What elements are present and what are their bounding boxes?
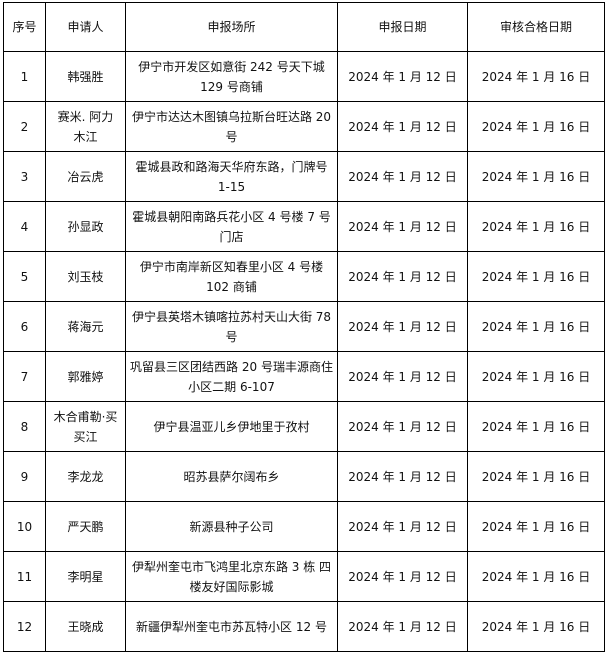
cell-no: 7	[3, 351, 46, 402]
cell-apply-date: 2024 年 1 月 12 日	[337, 151, 468, 202]
cell-applicant: 刘玉枝	[45, 251, 126, 302]
cell-approve-date: 2024 年 1 月 16 日	[467, 601, 605, 652]
cell-no: 4	[3, 201, 46, 252]
cell-applicant: 木合甫勒·买买江	[45, 401, 126, 452]
cell-no: 5	[3, 251, 46, 302]
cell-no: 1	[3, 51, 46, 102]
cell-place: 霍城县政和路海天华府东路，门牌号 1-15	[125, 151, 338, 202]
cell-no: 2	[3, 101, 46, 152]
table-row: 7 郭雅婷 巩留县三区团结西路 20 号瑞丰源商住小区二期 6-107 2024 年 …	[3, 351, 605, 402]
table-row: 3 冶云虎 霍城县政和路海天华府东路，门牌号 1-15 2024 年 1 月 12 日…	[3, 151, 605, 202]
cell-place: 霍城县朝阳南路兵花小区 4 号楼 7 号门店	[125, 201, 338, 252]
cell-place: 伊宁市达达木图镇乌拉斯台旺达路 20 号	[125, 101, 338, 152]
cell-applicant: 李明星	[45, 551, 126, 602]
cell-no: 11	[3, 551, 46, 602]
cell-no: 3	[3, 151, 46, 202]
cell-no: 8	[3, 401, 46, 452]
table-row: 9 李龙龙 昭苏县萨尔阔布乡 2024 年 1 月 12 日 2024 年 1 月 16…	[3, 451, 605, 502]
cell-no: 10	[3, 501, 46, 552]
header-applicant: 申请人	[45, 2, 126, 52]
cell-approve-date: 2024 年 1 月 16 日	[467, 201, 605, 252]
table-row: 10 严天鹏 新源县种子公司 2024 年 1 月 12 日 2024 年 1 月 16…	[3, 501, 605, 552]
cell-place: 伊宁市南岸新区知春里小区 4 号楼 102 商铺	[125, 251, 338, 302]
cell-approve-date: 2024 年 1 月 16 日	[467, 301, 605, 352]
cell-apply-date: 2024 年 1 月 12 日	[337, 251, 468, 302]
cell-approve-date: 2024 年 1 月 16 日	[467, 51, 605, 102]
cell-applicant: 赛米. 阿力木江	[45, 101, 126, 152]
table-row: 5 刘玉枝 伊宁市南岸新区知春里小区 4 号楼 102 商铺 2024 年 1 月 1…	[3, 251, 605, 302]
table-row: 12 王晓成 新疆伊犁州奎屯市苏瓦特小区 12 号 2024 年 1 月 12 日 20…	[3, 601, 605, 652]
cell-place: 伊宁县英塔木镇喀拉苏村天山大街 78 号	[125, 301, 338, 352]
cell-no: 9	[3, 451, 46, 502]
cell-place: 伊犁州奎屯市飞鸿里北京东路 3 栋 四楼友好国际影城	[125, 551, 338, 602]
cell-no: 6	[3, 301, 46, 352]
cell-applicant: 郭雅婷	[45, 351, 126, 402]
table-row: 1 韩强胜 伊宁市开发区如意街 242 号天下城 129 号商铺 2024 年 1 月…	[3, 51, 605, 102]
cell-applicant: 王晓成	[45, 601, 126, 652]
cell-applicant: 蒋海元	[45, 301, 126, 352]
header-approve-date: 审核合格日期	[467, 2, 605, 52]
cell-apply-date: 2024 年 1 月 12 日	[337, 51, 468, 102]
cell-apply-date: 2024 年 1 月 12 日	[337, 401, 468, 452]
cell-approve-date: 2024 年 1 月 16 日	[467, 151, 605, 202]
cell-applicant: 李龙龙	[45, 451, 126, 502]
cell-approve-date: 2024 年 1 月 16 日	[467, 101, 605, 152]
cell-place: 伊宁市开发区如意街 242 号天下城 129 号商铺	[125, 51, 338, 102]
cell-place: 新疆伊犁州奎屯市苏瓦特小区 12 号	[125, 601, 338, 652]
cell-apply-date: 2024 年 1 月 12 日	[337, 201, 468, 252]
cell-approve-date: 2024 年 1 月 16 日	[467, 251, 605, 302]
table-row: 2 赛米. 阿力木江 伊宁市达达木图镇乌拉斯台旺达路 20 号 2024 年 1 月 …	[3, 101, 605, 152]
cell-applicant: 严天鹏	[45, 501, 126, 552]
table-row: 11 李明星 伊犁州奎屯市飞鸿里北京东路 3 栋 四楼友好国际影城 2024 年 1 …	[3, 551, 605, 602]
cell-approve-date: 2024 年 1 月 16 日	[467, 551, 605, 602]
cell-applicant: 韩强胜	[45, 51, 126, 102]
header-row: 序号 申请人 申报场所 申报日期 审核合格日期	[3, 2, 605, 52]
cell-apply-date: 2024 年 1 月 12 日	[337, 301, 468, 352]
cell-place: 昭苏县萨尔阔布乡	[125, 451, 338, 502]
table-body: 1 韩强胜 伊宁市开发区如意街 242 号天下城 129 号商铺 2024 年 1 月…	[3, 51, 605, 652]
table-row: 4 孙显政 霍城县朝阳南路兵花小区 4 号楼 7 号门店 2024 年 1 月 12 …	[3, 201, 605, 252]
cell-applicant: 孙显政	[45, 201, 126, 252]
cell-approve-date: 2024 年 1 月 16 日	[467, 401, 605, 452]
cell-place: 新源县种子公司	[125, 501, 338, 552]
cell-apply-date: 2024 年 1 月 12 日	[337, 551, 468, 602]
cell-approve-date: 2024 年 1 月 16 日	[467, 451, 605, 502]
header-no: 序号	[3, 2, 46, 52]
approval-table: 序号 申请人 申报场所 申报日期 审核合格日期 1 韩强胜 伊宁市开发区如意街 24…	[3, 2, 605, 652]
cell-place: 巩留县三区团结西路 20 号瑞丰源商住小区二期 6-107	[125, 351, 338, 402]
cell-apply-date: 2024 年 1 月 12 日	[337, 351, 468, 402]
cell-no: 12	[3, 601, 46, 652]
cell-apply-date: 2024 年 1 月 12 日	[337, 501, 468, 552]
cell-apply-date: 2024 年 1 月 12 日	[337, 101, 468, 152]
cell-approve-date: 2024 年 1 月 16 日	[467, 351, 605, 402]
cell-apply-date: 2024 年 1 月 12 日	[337, 451, 468, 502]
cell-approve-date: 2024 年 1 月 16 日	[467, 501, 605, 552]
cell-place: 伊宁县温亚儿乡伊地里于孜村	[125, 401, 338, 452]
cell-apply-date: 2024 年 1 月 12 日	[337, 601, 468, 652]
table-row: 8 木合甫勒·买买江 伊宁县温亚儿乡伊地里于孜村 2024 年 1 月 12 日 202…	[3, 401, 605, 452]
header-place: 申报场所	[125, 2, 338, 52]
header-apply-date: 申报日期	[337, 2, 468, 52]
cell-applicant: 冶云虎	[45, 151, 126, 202]
